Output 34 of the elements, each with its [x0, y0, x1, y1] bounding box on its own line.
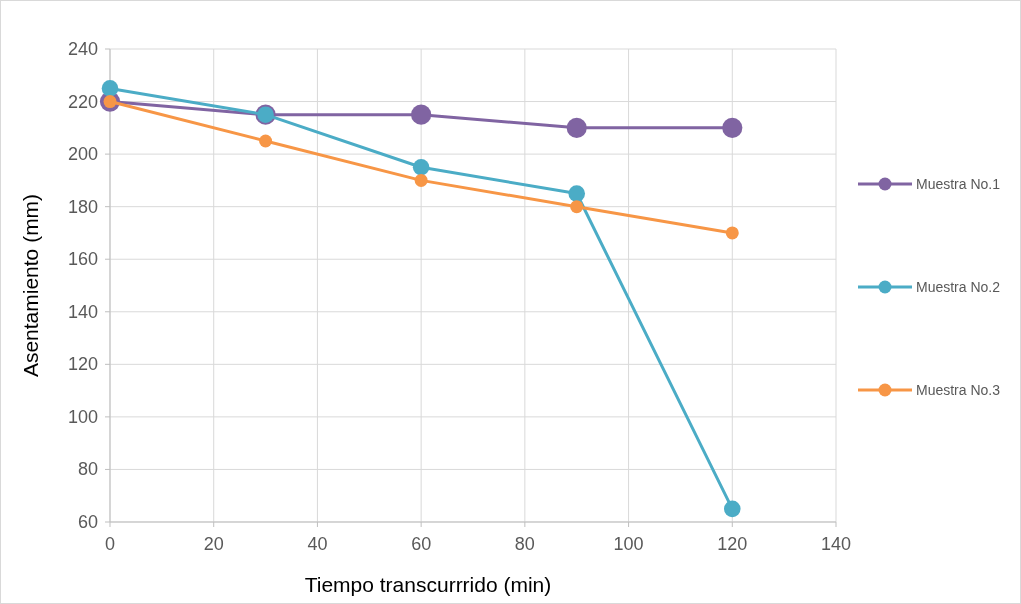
point [725, 226, 739, 240]
point [412, 158, 430, 176]
x-tick-label: 60 [411, 534, 432, 554]
y-axis-title: Asentamiento (mm) [19, 193, 42, 378]
point [101, 80, 119, 97]
point [568, 185, 586, 202]
point [259, 134, 273, 148]
x-tick-label: 140 [820, 534, 852, 554]
y-tick-label: 240 [67, 39, 98, 59]
point [566, 117, 587, 138]
y-tick-label: 180 [67, 196, 98, 217]
y-tick-label: 160 [67, 249, 98, 270]
legend-label: Muestra No.1 [916, 176, 1001, 192]
x-tick-label: 20 [203, 534, 224, 554]
point [411, 104, 432, 125]
point [414, 173, 428, 187]
y-tick-label: 80 [77, 459, 98, 480]
point [722, 117, 743, 138]
y-tick-label: 120 [67, 354, 98, 375]
legend-label: Muestra No.3 [916, 382, 1001, 398]
x-axis-title: Tiempo transcurrrido (min) [304, 573, 552, 596]
x-tick-label: 40 [307, 534, 328, 554]
x-tick-label: 80 [514, 534, 535, 554]
point [570, 200, 584, 214]
x-tick-label: 100 [613, 534, 644, 554]
x-tick-label: 0 [104, 534, 116, 554]
y-tick-label: 140 [67, 301, 98, 322]
y-tick-label: 100 [67, 406, 98, 427]
y-tick-label: 60 [77, 512, 98, 532]
point [723, 500, 741, 518]
y-tick-label: 200 [67, 144, 98, 165]
y-tick-label: 220 [67, 91, 98, 112]
x-tick-label: 120 [717, 534, 748, 554]
legend-label: Muestra No.2 [916, 279, 1001, 295]
